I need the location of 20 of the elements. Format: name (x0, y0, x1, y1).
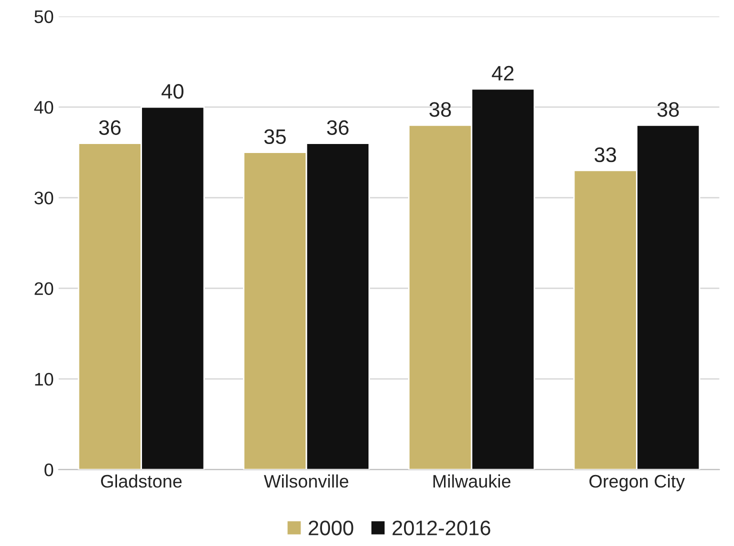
x-tick-label: Wilsonville (264, 474, 348, 488)
data-label: 38 (429, 102, 451, 117)
legend-label: 2012-2016 (392, 520, 490, 536)
y-tick-label: 10 (35, 372, 54, 386)
data-label: 42 (492, 66, 514, 80)
data-label: 36 (99, 120, 121, 135)
x-tick-label: Gladstone (101, 474, 182, 488)
data-label: 35 (264, 129, 286, 144)
y-tick-label: 40 (34, 100, 54, 114)
legend-label: 2000 (308, 520, 354, 536)
data-label: 38 (657, 102, 679, 117)
y-tick-label: 30 (34, 192, 54, 204)
y-tick-label: 20 (34, 282, 54, 296)
x-tick-label: Oregon City (589, 474, 685, 492)
y-tick-label: 0 (44, 463, 54, 476)
y-tick-label: 50 (34, 10, 54, 24)
data-label: 40 (162, 84, 184, 99)
data-label: 36 (327, 120, 348, 135)
x-tick-label: Milwaukie (433, 474, 510, 488)
data-label: 33 (594, 147, 616, 162)
